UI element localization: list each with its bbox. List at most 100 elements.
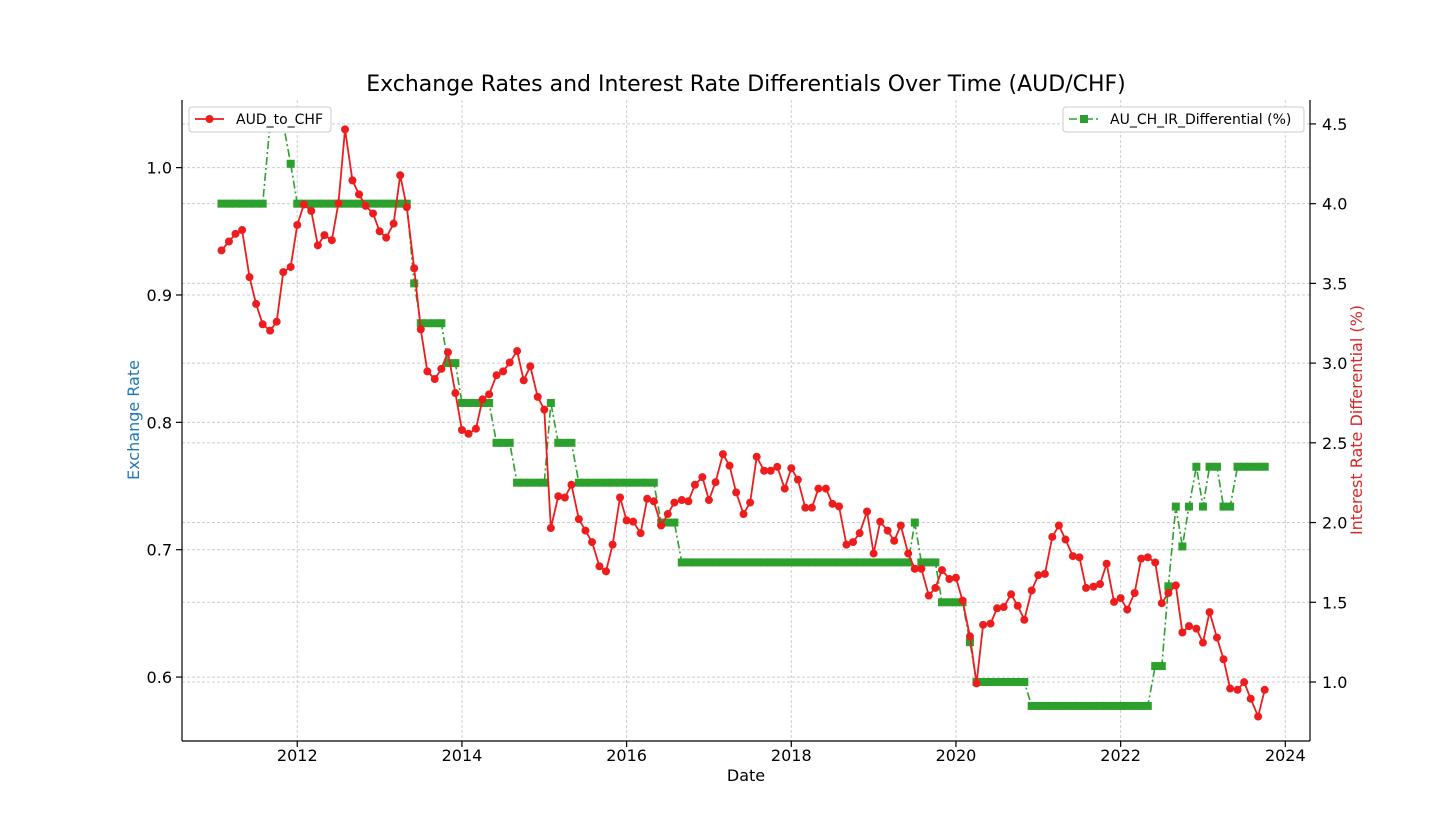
differential-marker [1164, 582, 1173, 591]
exchange-rate-marker [1013, 601, 1022, 610]
differential-marker [437, 319, 446, 328]
differential-marker [951, 598, 960, 607]
exchange-rate-marker [849, 538, 858, 547]
differential-marker [704, 558, 713, 567]
differential-marker [258, 199, 267, 208]
exchange-rate-marker [937, 566, 946, 575]
exchange-rate-marker [602, 567, 611, 576]
differential-marker [752, 558, 761, 567]
differential-marker [616, 478, 625, 487]
exchange-rate-marker [1178, 628, 1187, 637]
exchange-rate-marker [1027, 586, 1036, 595]
left-y-tick-label: 1.0 [147, 159, 172, 178]
differential-marker [766, 558, 775, 567]
differential-marker [890, 558, 899, 567]
differential-marker [690, 558, 699, 567]
differential-marker [896, 558, 905, 567]
exchange-rate-marker [1054, 521, 1063, 530]
exchange-rate-marker [608, 540, 617, 549]
exchange-rate-marker [904, 549, 913, 558]
exchange-rate-marker [1102, 559, 1111, 568]
exchange-rate-marker [554, 492, 563, 501]
exchange-rate-marker [760, 466, 769, 475]
exchange-rate-marker [361, 201, 370, 210]
exchange-rate-marker [1110, 597, 1119, 606]
differential-marker [732, 558, 741, 567]
differential-marker [526, 478, 535, 487]
differential-marker [505, 438, 514, 447]
differential-marker [389, 199, 398, 208]
differential-marker [801, 558, 810, 567]
differential-marker [451, 359, 460, 368]
exchange-rate-marker [773, 462, 782, 471]
differential-marker [567, 438, 576, 447]
x-tick-label: 2022 [1100, 746, 1141, 765]
differential-line [221, 123, 1265, 707]
exchange-rate-marker [986, 619, 995, 628]
exchange-rate-marker [1068, 552, 1077, 561]
exchange-rate-marker [616, 493, 625, 502]
differential-marker [224, 199, 233, 208]
exchange-rate-marker [513, 347, 522, 356]
exchange-rate-marker [876, 517, 885, 526]
differential-marker [1123, 701, 1132, 710]
right-y-tick-label: 3.5 [1322, 274, 1347, 293]
differential-marker [423, 319, 432, 328]
x-tick-label: 2014 [442, 746, 483, 765]
exchange-rate-marker [1116, 594, 1125, 603]
exchange-rate-marker [828, 499, 837, 508]
exchange-rate-marker [402, 203, 411, 212]
differential-marker [1205, 462, 1214, 471]
differential-marker [519, 478, 528, 487]
exchange-rate-marker [1130, 589, 1139, 598]
exchange-rate-marker [464, 429, 473, 438]
differential-series [217, 119, 1269, 710]
exchange-rate-marker [231, 229, 240, 238]
exchange-rate-marker [581, 526, 590, 535]
exchange-rate-marker [698, 473, 707, 482]
right-y-tick-label: 3.0 [1322, 354, 1347, 373]
exchange-rate-marker [1061, 535, 1070, 544]
legend-right-marker [1080, 115, 1088, 123]
exchange-rate-marker [217, 246, 226, 255]
differential-marker [636, 478, 645, 487]
exchange-rate-marker [1260, 685, 1269, 694]
exchange-rate-marker [252, 299, 261, 308]
differential-marker [677, 558, 686, 567]
exchange-rate-marker [1254, 712, 1263, 721]
x-tick-label: 2016 [606, 746, 647, 765]
exchange-rate-marker [1151, 558, 1160, 567]
exchange-rate-marker [684, 497, 693, 506]
exchange-rate-marker [526, 362, 535, 371]
differential-marker [1110, 701, 1119, 710]
exchange-rate-marker [1246, 694, 1255, 703]
exchange-rate-marker [1143, 553, 1152, 562]
differential-marker [945, 598, 954, 607]
exchange-rate-marker [348, 176, 357, 185]
exchange-rate-marker [1226, 684, 1235, 693]
exchange-rate-marker [1171, 581, 1180, 590]
exchange-rate-marker [910, 564, 919, 573]
exchange-rate-marker [1240, 678, 1249, 687]
left-y-axis-label: Exchange Rate [124, 360, 143, 480]
differential-marker [718, 558, 727, 567]
differential-marker [1048, 701, 1057, 710]
differential-marker [588, 478, 597, 487]
exchange-rate-marker [972, 679, 981, 688]
differential-marker [348, 199, 357, 208]
right-y-tick-label: 4.0 [1322, 195, 1347, 214]
differential-marker [1034, 701, 1043, 710]
differential-marker [595, 478, 604, 487]
differential-marker [910, 518, 919, 527]
differential-marker [313, 199, 322, 208]
exchange-rate-marker [690, 480, 699, 489]
exchange-rate-marker [1096, 580, 1105, 589]
x-axis-label: Date [727, 766, 765, 785]
exchange-rate-marker [1157, 599, 1166, 608]
differential-marker [663, 518, 672, 527]
differential-marker [430, 319, 439, 328]
differential-marker [1054, 701, 1063, 710]
exchange-rate-marker [643, 494, 652, 503]
exchange-rate-marker [320, 231, 329, 240]
